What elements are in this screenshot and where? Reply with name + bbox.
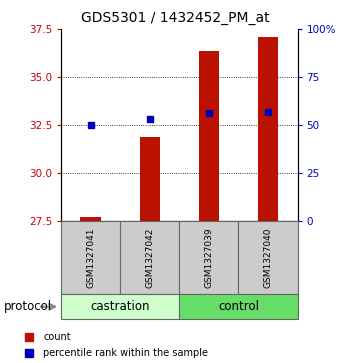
Bar	[120, 221, 179, 294]
Bar	[198, 51, 219, 221]
Text: GSM1327042: GSM1327042	[145, 228, 154, 288]
Text: control: control	[218, 300, 259, 313]
Bar	[61, 221, 120, 294]
Text: castration: castration	[91, 300, 150, 313]
Text: GSM1327040: GSM1327040	[264, 228, 272, 288]
Bar	[180, 294, 298, 319]
Bar	[61, 294, 180, 319]
Text: GDS5301 / 1432452_PM_at: GDS5301 / 1432452_PM_at	[81, 11, 269, 25]
Text: protocol: protocol	[4, 300, 52, 313]
Bar	[238, 221, 298, 294]
Text: GSM1327041: GSM1327041	[86, 228, 95, 288]
Bar	[180, 221, 238, 294]
Bar	[140, 137, 160, 221]
Bar	[258, 37, 278, 221]
Text: GSM1327039: GSM1327039	[204, 227, 214, 288]
Text: count: count	[43, 332, 71, 342]
Bar	[80, 217, 101, 221]
Text: percentile rank within the sample: percentile rank within the sample	[43, 348, 208, 358]
